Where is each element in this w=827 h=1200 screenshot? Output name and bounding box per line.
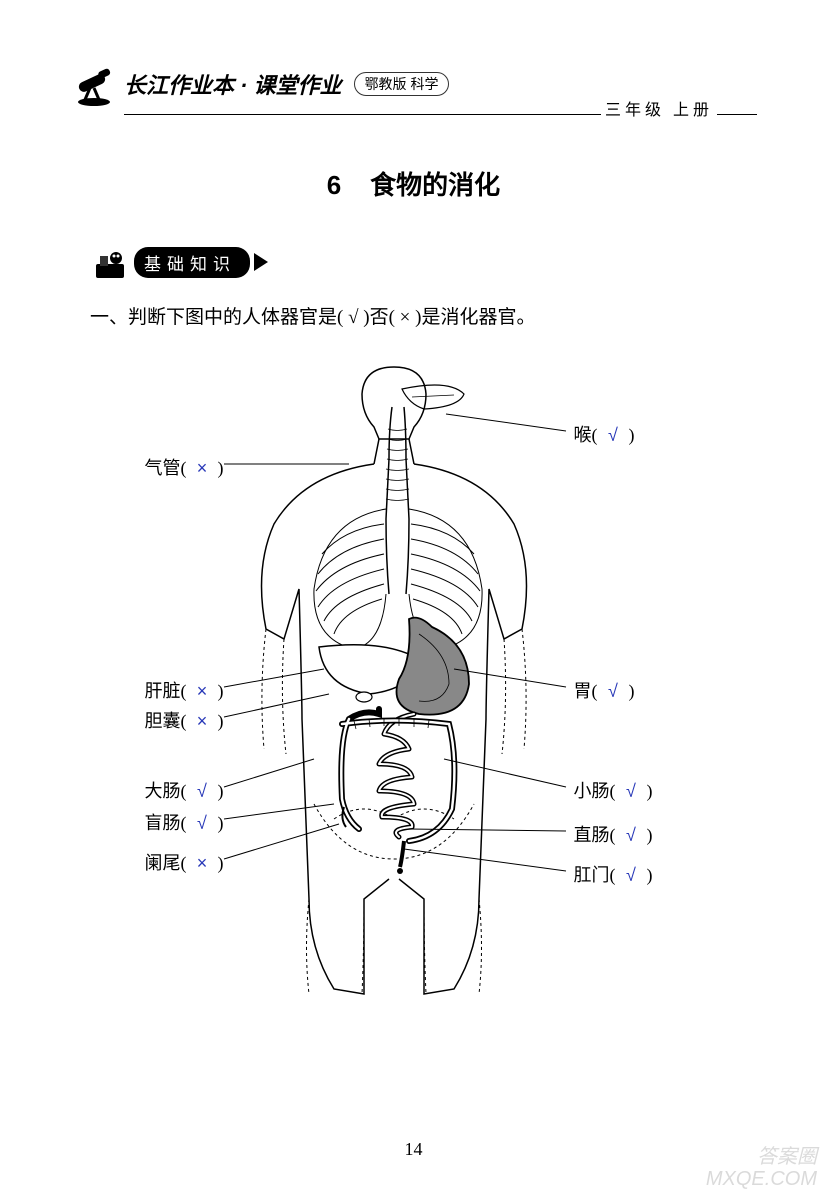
organ-label-right: 肛门( √ ): [574, 861, 653, 887]
watermark-line1: 答案圈: [706, 1146, 817, 1168]
organ-label-right: 小肠( √ ): [574, 777, 653, 803]
header-divider: 三年级 上册: [124, 114, 757, 115]
organ-name: 直肠: [574, 825, 610, 845]
anatomy-diagram: 气管( × ) 肝脏( × ) 胆囊( × ) 大肠( √ ) 盲肠( √ ) 阑尾( ×…: [74, 359, 754, 999]
page-container: 长江作业本 · 课堂作业 鄂教版 科学 三年级 上册 6 食物的消化 基础知识 …: [0, 0, 827, 1200]
watermark: 答案圈 MXQE.COM: [706, 1146, 817, 1190]
organ-answer: ×: [191, 458, 213, 479]
organ-name: 小肠: [574, 781, 610, 801]
organ-label-left: 肝脏( × ): [74, 677, 224, 703]
organ-name: 胆囊: [145, 711, 181, 731]
watermark-line2: MXQE.COM: [706, 1168, 817, 1190]
organ-name: 胃: [574, 681, 592, 701]
chapter-title: 6 食物的消化: [70, 165, 757, 202]
books-icon: [90, 242, 130, 282]
organ-name: 盲肠: [145, 813, 181, 833]
organ-answer: ×: [191, 853, 213, 874]
organ-answer: √: [620, 865, 642, 886]
organ-label-left: 胆囊( × ): [74, 707, 224, 733]
page-number: 14: [405, 1139, 423, 1160]
workbook-title: 长江作业本 · 课堂作业: [124, 68, 342, 100]
organ-answer: √: [602, 425, 624, 446]
organ-name: 阑尾: [145, 853, 181, 873]
organ-answer: √: [191, 781, 213, 802]
organ-label-left: 阑尾( × ): [74, 849, 224, 875]
organ-label-left: 气管( × ): [74, 454, 224, 480]
organ-label-left: 盲肠( √ ): [74, 809, 224, 835]
organ-answer: √: [620, 781, 642, 802]
section-label: 基础知识: [134, 247, 250, 278]
organ-answer: ×: [191, 681, 213, 702]
telescope-icon: [70, 60, 118, 108]
section-banner: 基础知识: [90, 242, 757, 282]
organ-label-right: 直肠( √ ): [574, 821, 653, 847]
organ-label-left: 大肠( √ ): [74, 777, 224, 803]
grade-label: 三年级 上册: [601, 96, 717, 120]
organ-name: 喉: [574, 425, 592, 445]
chapter-name: 食物的消化: [370, 170, 500, 200]
organ-answer: ×: [191, 711, 213, 732]
organ-name: 大肠: [145, 781, 181, 801]
organ-answer: √: [620, 825, 642, 846]
edition-badge: 鄂教版 科学: [354, 72, 450, 96]
organ-name: 气管: [145, 458, 181, 478]
organ-label-right: 喉( √ ): [574, 421, 635, 447]
chapter-number: 6: [327, 170, 341, 200]
organ-name: 肝脏: [145, 681, 181, 701]
question-text: 一、判断下图中的人体器官是( √ )否( × )是消化器官。: [90, 302, 757, 329]
organ-label-right: 胃( √ ): [574, 677, 635, 703]
organ-answer: √: [602, 681, 624, 702]
organ-answer: √: [191, 813, 213, 834]
organ-name: 肛门: [574, 865, 610, 885]
